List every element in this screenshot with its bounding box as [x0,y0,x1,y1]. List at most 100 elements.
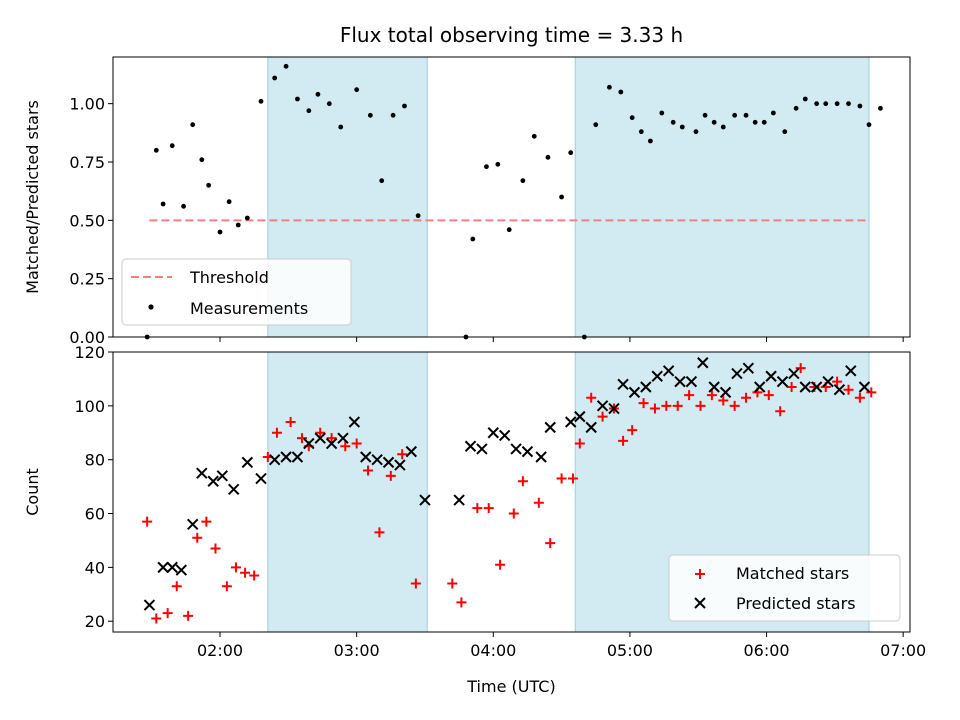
data-point [662,365,675,377]
data-point [822,375,834,388]
data-point [483,503,494,514]
legend-predicted-label: Predicted stars [736,594,856,613]
data-point [608,402,620,415]
data-point [535,451,547,463]
data-point [810,381,823,393]
data-point [169,143,175,149]
data-point [638,398,649,409]
axes-frame [112,351,911,633]
data-point [382,456,395,469]
data-point [162,608,173,619]
data-point [607,84,612,90]
data-point [649,403,660,414]
axes-frame [112,56,911,338]
x-tick-label: 04:00 [470,641,516,660]
data-point [742,362,755,374]
x-tick-label: 06:00 [743,641,789,660]
data-point [192,532,203,543]
data-point [661,400,672,411]
data-point [531,133,537,139]
data-point [374,527,385,538]
data-point [285,417,296,427]
data-point [160,201,166,207]
data-point [484,164,489,170]
data-point [472,503,483,514]
data-point [166,561,178,574]
data-point [142,516,153,527]
data-point [711,119,717,125]
data-point [402,103,407,109]
data-point [761,119,767,125]
data-point [447,578,458,589]
data-point [597,411,608,422]
data-point [171,581,182,592]
data-point [593,122,599,128]
legend-box [121,258,352,326]
series-predicted-stars [143,357,871,611]
data-point [271,427,282,438]
data-point [877,105,883,111]
data-point [640,381,652,393]
data-point [216,470,229,482]
data-point [754,381,766,393]
data-point [379,178,385,184]
data-point [697,357,709,369]
data-point [487,427,499,439]
data-point [201,516,212,527]
data-point [340,441,351,452]
data-point [567,473,578,484]
data-point [651,370,663,382]
data-point [857,103,863,109]
data-point [385,470,396,481]
data-point [719,386,732,399]
y-tick-label: 0.75 [69,153,105,172]
data-point [249,570,260,581]
data-point [181,203,186,209]
data-point [183,610,194,621]
data-point [799,381,811,393]
data-point [574,410,586,423]
data-point [517,476,528,487]
data-point [520,178,526,184]
data-point [684,390,695,401]
data-point [227,483,240,496]
data-point [221,581,232,592]
y-tick-label: 20 [85,612,105,631]
x-tick-label: 05:00 [607,641,653,660]
data-point [628,386,641,399]
data-point [627,425,638,436]
data-point [363,465,374,476]
data-point [367,112,373,118]
y-tick-label: 80 [85,451,105,470]
data-point [782,129,788,135]
x-tick-label: 03:00 [334,641,380,660]
data-point [510,443,522,455]
data-point [545,154,551,160]
data-point [833,383,846,396]
data-point [765,370,777,382]
y-axis-label: Count [23,468,42,516]
data-point [693,129,699,135]
y-tick-label: 0.50 [69,211,105,230]
data-point [618,435,629,446]
data-point [244,215,250,221]
data-point [283,63,289,69]
data-point [729,400,740,411]
data-point [732,112,738,118]
legend-predicted-swatch [694,597,706,609]
data-point [151,613,162,624]
data-point [394,459,406,471]
data-point [706,390,717,401]
data-point [207,475,219,487]
legend-top: Threshold Measurements [121,258,352,326]
data-point [397,449,408,460]
data-point [596,400,609,412]
legend-measurements-label: Measurements [190,299,308,318]
data-point [143,599,156,611]
data-point [795,363,806,374]
data-point [240,567,251,578]
data-point [303,437,315,450]
data-point [453,494,465,506]
data-point [823,101,829,107]
data-point [297,433,308,444]
